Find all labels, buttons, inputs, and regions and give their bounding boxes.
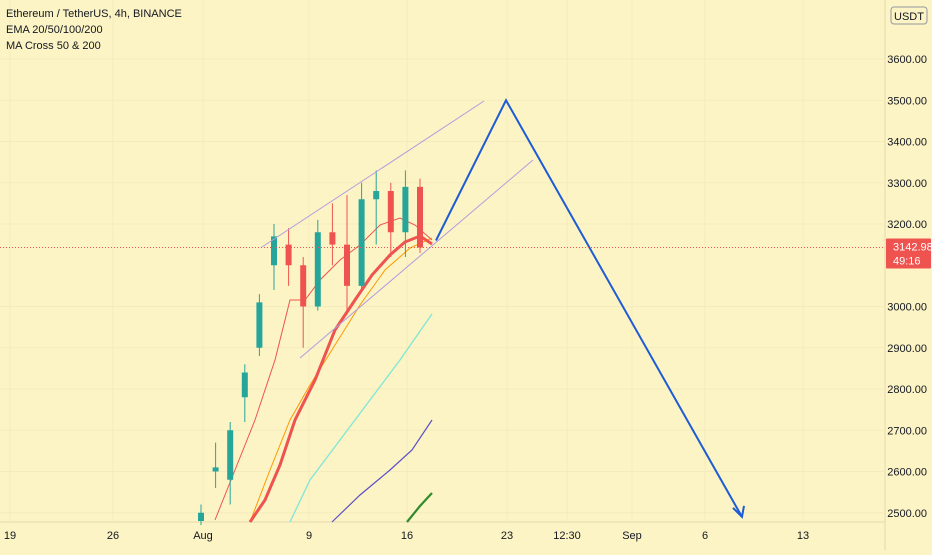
price-tick-label: 2700.00 bbox=[887, 425, 927, 437]
price-tick-label: 3000.00 bbox=[887, 302, 927, 314]
price-tag-background bbox=[886, 238, 931, 269]
ema-50-line bbox=[249, 237, 433, 523]
price-tick-label: 3500.00 bbox=[887, 95, 927, 107]
price-tick-label: 3400.00 bbox=[887, 137, 927, 149]
time-tick-label: Sep bbox=[622, 530, 642, 542]
time-tick-label: 23 bbox=[501, 530, 513, 542]
time-axis[interactable]: 19 26 Aug 9 16 23 12:30 Sep 6 13 bbox=[4, 530, 809, 542]
candle-body bbox=[285, 244, 292, 266]
channel-upper-line bbox=[261, 100, 485, 248]
indicator-ma-cross[interactable]: MA Cross 50 & 200 bbox=[6, 40, 101, 52]
candle-body bbox=[387, 191, 394, 233]
candle-body bbox=[329, 232, 336, 245]
candle-body bbox=[271, 236, 277, 266]
candle-body bbox=[417, 186, 423, 248]
ema-200-line bbox=[331, 419, 433, 523]
projection-path bbox=[435, 98, 743, 518]
candle-body bbox=[314, 232, 321, 307]
ema-fast-line bbox=[214, 217, 433, 521]
price-tick-label: 3200.00 bbox=[887, 219, 927, 231]
candle-body bbox=[358, 199, 365, 286]
symbol-title[interactable]: Ethereum / TetherUS, 4h, BINANCE bbox=[6, 8, 182, 20]
candle-body bbox=[198, 512, 204, 521]
time-tick-label: 12:30 bbox=[553, 530, 581, 542]
moving-averages bbox=[214, 217, 433, 523]
price-tag-value: 3142.98 bbox=[893, 242, 932, 254]
chart-legend: Ethereum / TetherUS, 4h, BINANCE EMA 20/… bbox=[6, 6, 182, 54]
indicator-ema[interactable]: EMA 20/50/100/200 bbox=[6, 24, 103, 36]
currency-badge-label: USDT bbox=[894, 11, 924, 23]
candle-body bbox=[256, 302, 263, 348]
candles bbox=[198, 170, 423, 526]
current-price-tag: 3142.98 49:16 bbox=[886, 238, 932, 269]
candle-body bbox=[344, 244, 350, 286]
price-tick-label: 2800.00 bbox=[887, 384, 927, 396]
time-tick-label: 9 bbox=[306, 530, 312, 542]
price-tick-label: 2500.00 bbox=[887, 508, 927, 520]
ema-100-line bbox=[289, 313, 433, 523]
grid bbox=[0, 0, 886, 550]
projection-arrowhead bbox=[732, 505, 745, 519]
time-tick-label: 13 bbox=[797, 530, 809, 542]
currency-badge[interactable]: USDT bbox=[890, 6, 928, 25]
ema-20-line bbox=[248, 234, 433, 523]
time-tick-label: 26 bbox=[107, 530, 119, 542]
price-tick-label: 3300.00 bbox=[887, 178, 927, 190]
candle-body bbox=[373, 191, 380, 200]
price-tick-label: 2600.00 bbox=[887, 467, 927, 479]
candle-body bbox=[241, 372, 248, 398]
candle-body bbox=[402, 186, 409, 233]
time-tick-label: 16 bbox=[401, 530, 413, 542]
price-axis[interactable]: 3600.00 3500.00 3400.00 3300.00 3200.00 3000.… bbox=[887, 12, 927, 520]
time-tick-label: 6 bbox=[702, 530, 708, 542]
ma-cross-line bbox=[406, 492, 433, 523]
channel-lower-line bbox=[299, 159, 534, 359]
time-tick-label: Aug bbox=[193, 530, 213, 542]
candle-body bbox=[300, 265, 307, 307]
candle-body bbox=[212, 467, 219, 472]
time-tick-label: 19 bbox=[4, 530, 16, 542]
drawings[interactable] bbox=[261, 98, 745, 519]
price-tick-label: 2900.00 bbox=[887, 343, 927, 355]
currency-badge-frame bbox=[890, 6, 928, 25]
candle-body bbox=[227, 430, 234, 480]
price-tag-countdown: 49:16 bbox=[893, 256, 921, 268]
price-tick-label: 3600.00 bbox=[887, 54, 927, 66]
